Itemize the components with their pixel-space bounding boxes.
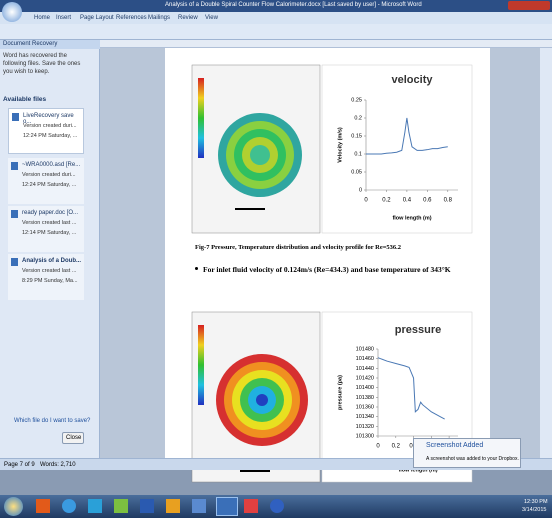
clock-time[interactable]: 12:30 PM (524, 499, 548, 505)
notification[interactable]: Screenshot Added A screenshot was added … (413, 438, 521, 468)
y-tick-label: 101380 (356, 395, 374, 401)
notification-message: A screenshot was added to your Dropbox. (426, 456, 519, 462)
taskbar-app[interactable] (244, 499, 258, 513)
taskbar: 12:30 PM 3/14/2015 (0, 495, 552, 518)
y-tick-label: 101340 (356, 414, 374, 420)
x-tick-label: 0.4 (403, 198, 412, 204)
y-tick-label: 0.05 (351, 169, 362, 175)
x-tick-label: 0.8 (444, 198, 453, 204)
word-window: Analysis of a Double Spiral Counter Flow… (0, 0, 552, 518)
x-tick-label: 0.2 (392, 444, 401, 450)
y-axis-label: Velocity (m/s) (337, 127, 343, 163)
y-tick-label: 0.15 (351, 133, 362, 139)
x-tick-label: 0.6 (423, 198, 432, 204)
page-count[interactable]: Page 7 of 9 (4, 462, 35, 468)
taskbar-app[interactable] (62, 499, 76, 513)
y-tick-label: 101420 (356, 375, 374, 381)
chart-title: pressure (395, 324, 441, 336)
y-tick-label: 101440 (356, 366, 374, 372)
taskbar-app[interactable] (270, 499, 284, 513)
notification-title: Screenshot Added (426, 442, 483, 449)
y-tick-label: 101460 (356, 356, 374, 362)
y-tick-label: 0.25 (351, 97, 362, 103)
taskbar-app[interactable] (88, 499, 102, 513)
taskbar-app[interactable] (140, 499, 154, 513)
y-tick-label: 101300 (356, 433, 374, 439)
taskbar-app[interactable] (166, 499, 180, 513)
y-tick-label: 101320 (356, 424, 374, 430)
taskbar-app[interactable] (192, 499, 206, 513)
y-axis-label: pressure (pa) (337, 375, 343, 410)
word-count[interactable]: Words: 2,710 (40, 462, 76, 468)
taskbar-app[interactable] (216, 497, 238, 516)
chart-title: velocity (392, 74, 434, 86)
y-tick-label: 0.1 (354, 151, 362, 157)
y-tick-label: 101400 (356, 385, 374, 391)
x-axis-label: flow length (m) (392, 215, 431, 221)
y-tick-label: 101480 (356, 346, 374, 352)
clock-date[interactable]: 3/14/2015 (522, 507, 546, 513)
y-tick-label: 0.2 (354, 115, 362, 121)
contour-image (192, 65, 320, 233)
start-button[interactable] (4, 497, 23, 516)
taskbar-app[interactable] (36, 499, 50, 513)
x-tick-label: 0.2 (382, 198, 391, 204)
chart-frame (322, 65, 472, 233)
contour-image (192, 312, 320, 482)
y-tick-label: 0 (359, 187, 362, 193)
taskbar-app[interactable] (114, 499, 128, 513)
y-tick-label: 101360 (356, 404, 374, 410)
